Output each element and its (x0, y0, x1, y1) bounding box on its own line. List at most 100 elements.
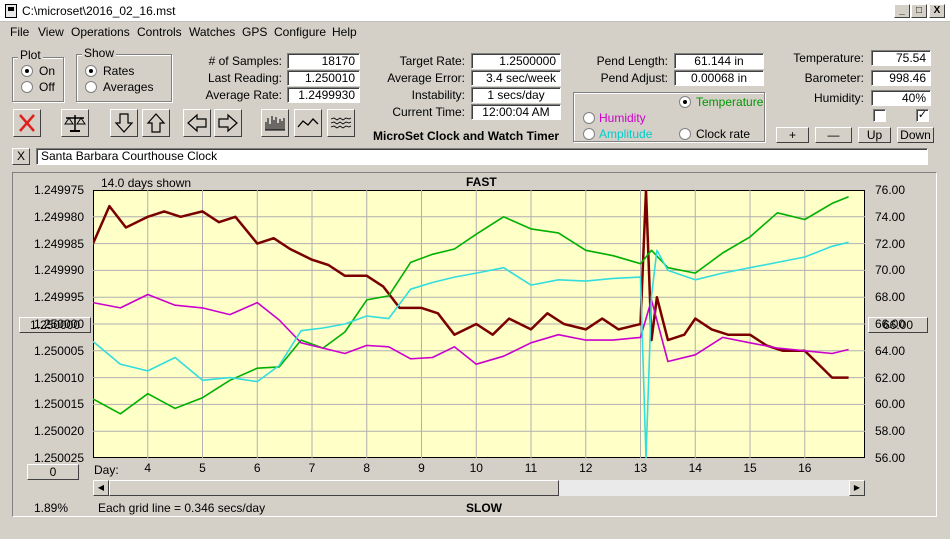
show-averages-radio[interactable] (85, 81, 97, 93)
y-left-tick-label: 1.250010 (33, 370, 84, 385)
series-line-0 (93, 190, 849, 379)
target-rate-field[interactable]: 1.2500000 (471, 53, 561, 69)
temperature-option-label: Temperature (696, 95, 764, 109)
minimize-button[interactable]: _ (894, 4, 910, 18)
y-left-tick-label: 1.250025 (33, 451, 84, 465)
move-up-button[interactable] (142, 109, 170, 137)
scroll-left-button[interactable] (183, 109, 211, 137)
grid-note: Each grid line = 0.346 secs/day (98, 501, 266, 515)
instability-field: 1 secs/day (471, 87, 561, 103)
right-axis-value-button[interactable]: 66.00 (868, 317, 928, 333)
pend-adjust-field[interactable]: 0.00068 in (674, 70, 764, 86)
show-group (76, 54, 172, 102)
x-tick-label: 14 (688, 461, 702, 475)
amplitude-option-label: Amplitude (599, 127, 653, 141)
average-error-label: Average Error: (387, 71, 465, 85)
option-checkbox-1[interactable] (873, 109, 886, 122)
menu-watches[interactable]: Watches (189, 25, 236, 39)
y-right-tick-label: 56.00 (875, 451, 906, 465)
bar-mode-button[interactable] (261, 109, 289, 137)
rate-chart[interactable] (93, 190, 865, 458)
arrow-down-icon (114, 113, 134, 133)
average-rate-field: 1.2499930 (287, 87, 360, 103)
time-scrollbar[interactable]: ◀ ▶ (93, 480, 865, 496)
x-tick-label: 15 (743, 461, 757, 475)
scroll-left-arrow[interactable]: ◀ (93, 480, 109, 496)
up-button[interactable]: Up (858, 127, 891, 143)
y-left-tick-label: 1.249975 (33, 183, 84, 197)
increase-button[interactable]: + (776, 127, 809, 143)
barometer-label: Barometer: (804, 71, 864, 85)
menu-file[interactable]: File (10, 25, 30, 39)
y-left-tick-label: 1.249980 (33, 209, 84, 224)
offset-value-button[interactable]: 0 (27, 464, 79, 480)
noise-mode-button[interactable] (327, 109, 355, 137)
arrow-up-icon (146, 113, 166, 133)
app-icon[interactable] (5, 4, 17, 18)
menu-gps[interactable]: GPS (242, 25, 268, 39)
delete-icon (19, 114, 35, 132)
line-mode-button[interactable] (294, 109, 322, 137)
show-rates-radio[interactable] (85, 65, 97, 77)
scroll-right-button[interactable] (214, 109, 242, 137)
decrease-button[interactable]: — (815, 127, 852, 143)
clock-name-field[interactable]: Santa Barbara Courthouse Clock (36, 148, 928, 165)
x-tick-label: 7 (308, 461, 316, 475)
temperature-radio[interactable] (679, 96, 691, 108)
samples-label: # of Samples: (208, 54, 282, 68)
average-rate-label: Average Rate: (205, 88, 283, 102)
amplitude-radio[interactable] (583, 128, 595, 140)
humidity-radio[interactable] (583, 112, 595, 124)
scroll-right-arrow[interactable]: ▶ (849, 480, 865, 496)
y-right-tick-label: 74.00 (875, 209, 906, 224)
y-right-tick-label: 68.00 (875, 290, 906, 305)
clock-rate-option-label: Clock rate (696, 127, 751, 141)
option-checkbox-2[interactable]: ✓ (916, 109, 929, 122)
plot-on-radio[interactable] (21, 65, 33, 77)
close-button[interactable]: X (929, 4, 945, 18)
x-tick-label: 5 (199, 461, 206, 475)
delete-button[interactable] (13, 109, 41, 137)
current-time-label: Current Time: (392, 105, 465, 119)
y-left-tick-label: 1.249995 (33, 290, 84, 305)
move-down-button[interactable] (110, 109, 138, 137)
show-averages-label: Averages (103, 80, 154, 94)
humidity-option-label: Humidity (599, 111, 646, 125)
y-right-tick-label: 60.00 (875, 397, 906, 412)
y-right-tick-label: 70.00 (875, 263, 906, 278)
clear-clock-name-button[interactable]: X (12, 148, 30, 165)
plot-off-radio[interactable] (21, 81, 33, 93)
series-line-2 (93, 293, 849, 365)
left-axis-value-button[interactable]: 1.250000 (19, 317, 91, 333)
clock-rate-radio[interactable] (679, 128, 691, 140)
menu-bar: File View Operations Controls Watches GP… (0, 22, 950, 42)
temperature-label: Temperature: (793, 51, 864, 65)
y-left-tick-label: 1.250015 (33, 397, 84, 412)
arrow-right-icon (218, 113, 238, 133)
scroll-thumb[interactable] (109, 480, 559, 496)
y-right-tick-label: 64.00 (875, 343, 906, 358)
menu-operations[interactable]: Operations (71, 25, 130, 39)
x-tick-label: 8 (363, 461, 371, 475)
y-left-tick-label: 1.249985 (33, 236, 84, 251)
menu-help[interactable]: Help (332, 25, 357, 39)
humidity-field: 40% (871, 90, 931, 106)
last-reading-field: 1.250010 (287, 70, 360, 86)
pend-length-field[interactable]: 61.144 in (674, 53, 764, 69)
menu-controls[interactable]: Controls (137, 25, 182, 39)
menu-configure[interactable]: Configure (274, 25, 327, 39)
y-right-tick-label: 66.00 (875, 317, 906, 331)
menu-view[interactable]: View (38, 25, 64, 39)
plot-off-label: Off (39, 80, 55, 94)
barometer-field: 998.46 (871, 70, 931, 86)
plot-group-title: Plot (18, 48, 43, 62)
y-left-tick-label: 1.249990 (33, 263, 84, 278)
humidity-label: Humidity: (813, 91, 864, 105)
trace-select-group (573, 92, 765, 142)
balance-button[interactable] (61, 109, 89, 137)
percent-label: 1.89% (34, 501, 69, 515)
x-tick-label: 12 (579, 461, 593, 475)
maximize-button[interactable]: □ (911, 4, 927, 18)
down-button[interactable]: Down (897, 127, 934, 143)
show-rates-label: Rates (103, 64, 135, 78)
